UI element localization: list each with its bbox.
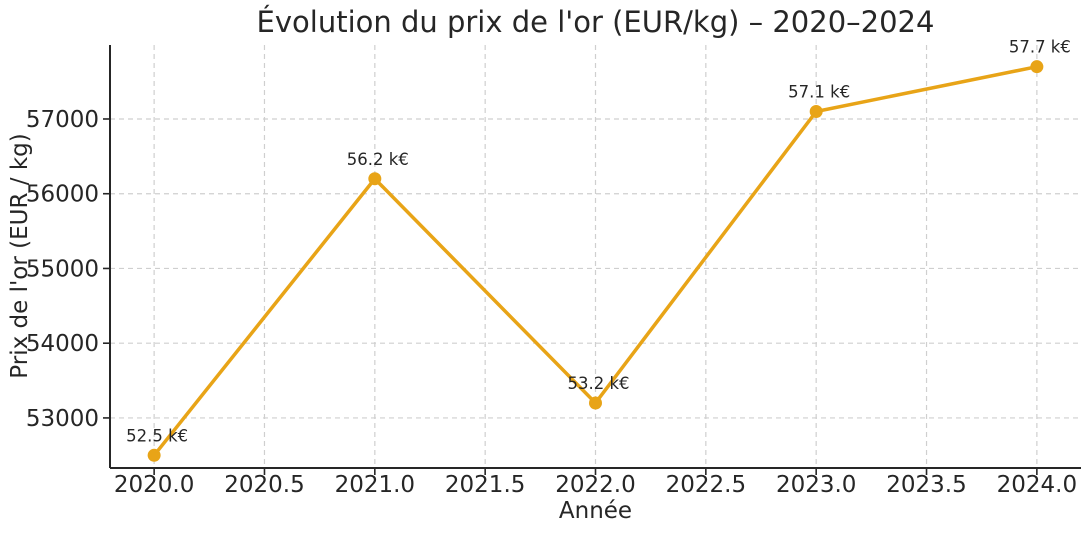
data-point xyxy=(147,448,161,462)
axes: 2020.0 2020.5 2021.0 2021.5 2022.0 2022.5 2023… xyxy=(26,45,1081,498)
x-tick-label: 2021.0 xyxy=(335,472,415,498)
x-tick-label: 2024.0 xyxy=(997,472,1077,498)
point-label: 52.5 k€ xyxy=(126,426,188,445)
x-axis-label: Année xyxy=(558,498,633,524)
x-tick-label: 2023.0 xyxy=(776,472,856,498)
x-tick-label: 2022.5 xyxy=(666,472,746,498)
y-tick-label: 57000 xyxy=(26,107,99,133)
y-tick-label: 54000 xyxy=(26,331,99,357)
y-tick-label: 56000 xyxy=(26,182,99,208)
data-points: 52.5 k€ 56.2 k€ 53.2 k€ 57.1 k€ 57.7 k€ xyxy=(126,38,1071,462)
data-point xyxy=(589,396,602,410)
x-tick-label: 2020.0 xyxy=(114,472,194,498)
x-tick-label: 2023.5 xyxy=(886,472,966,498)
data-point xyxy=(1030,60,1044,74)
data-point xyxy=(809,105,823,119)
chart-title: Évolution du prix de l'or (EUR/kg) – 202… xyxy=(256,5,935,39)
x-tick-label: 2020.5 xyxy=(224,472,304,498)
data-point xyxy=(368,172,382,186)
point-label: 56.2 k€ xyxy=(347,150,409,169)
point-label: 57.1 k€ xyxy=(788,83,850,102)
point-label: 57.7 k€ xyxy=(1009,38,1071,57)
point-label: 53.2 k€ xyxy=(567,374,629,393)
x-tick-label: 2022.0 xyxy=(555,472,635,498)
x-tick-label: 2021.5 xyxy=(445,472,525,498)
y-tick-label: 55000 xyxy=(26,256,99,282)
y-tick-label: 53000 xyxy=(26,406,99,432)
